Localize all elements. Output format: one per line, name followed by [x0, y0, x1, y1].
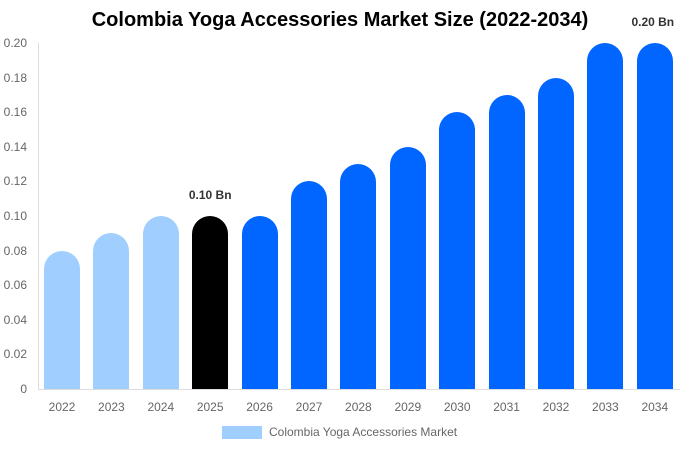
- bar-2033[interactable]: [587, 43, 624, 389]
- y-tick-label: 0.16: [3, 105, 27, 120]
- x-tick-label: 2028: [345, 400, 372, 414]
- legend[interactable]: Colombia Yoga Accessories Market: [222, 425, 457, 439]
- bar-2022[interactable]: [44, 250, 80, 389]
- x-tick-label: 2030: [443, 400, 471, 414]
- data-label-2025: 0.10 Bn: [188, 188, 232, 202]
- x-tick-label: 2023: [98, 400, 125, 414]
- y-tick-label: 0.10: [3, 209, 27, 223]
- bar-2027[interactable]: [291, 181, 327, 389]
- y-tick-label: 0.04: [3, 312, 27, 327]
- x-tick-label: 2033: [592, 400, 619, 414]
- y-axis-line: [38, 43, 39, 390]
- x-tick-label: 2025: [196, 400, 224, 414]
- y-tick-label: 0.14: [3, 139, 27, 154]
- y-tick-label: 0.20: [3, 36, 27, 50]
- bar-2024[interactable]: [142, 216, 179, 389]
- x-tick-label: 2029: [394, 400, 422, 414]
- x-tick-label: 2027: [295, 400, 323, 414]
- x-tick-label: 2032: [542, 400, 570, 414]
- bar-2030[interactable]: [439, 112, 476, 389]
- y-tick-label: 0.02: [3, 347, 27, 362]
- x-axis-line: [38, 389, 680, 390]
- bar-2029[interactable]: [389, 146, 426, 389]
- x-tick-label: 2031: [493, 400, 520, 414]
- bar-2032[interactable]: [538, 77, 574, 389]
- bar-2025[interactable]: [192, 216, 229, 389]
- plot-area: [38, 43, 680, 389]
- bar-2031[interactable]: [488, 94, 525, 389]
- y-tick-label: 0.18: [3, 70, 27, 85]
- x-tick-label: 2026: [246, 400, 273, 414]
- x-tick-label: 2022: [48, 400, 76, 414]
- legend-label: Colombia Yoga Accessories Market: [269, 425, 458, 439]
- x-tick-label: 2034: [641, 400, 669, 414]
- x-tick-label: 2024: [147, 400, 175, 414]
- chart-title: Colombia Yoga Accessories Market Size (2…: [91, 9, 589, 31]
- y-tick-label: 0.06: [3, 278, 27, 293]
- bar-2028[interactable]: [340, 164, 377, 389]
- data-label-2034: 0.20 Bn: [631, 15, 675, 29]
- bar-2026[interactable]: [241, 216, 278, 389]
- bar-2023[interactable]: [93, 233, 130, 389]
- legend-swatch: [222, 425, 262, 439]
- y-tick-label: 0.12: [3, 174, 27, 189]
- bar-2034[interactable]: [636, 43, 673, 389]
- y-tick-label: 0: [20, 382, 27, 396]
- y-tick-label: 0.08: [3, 243, 27, 258]
